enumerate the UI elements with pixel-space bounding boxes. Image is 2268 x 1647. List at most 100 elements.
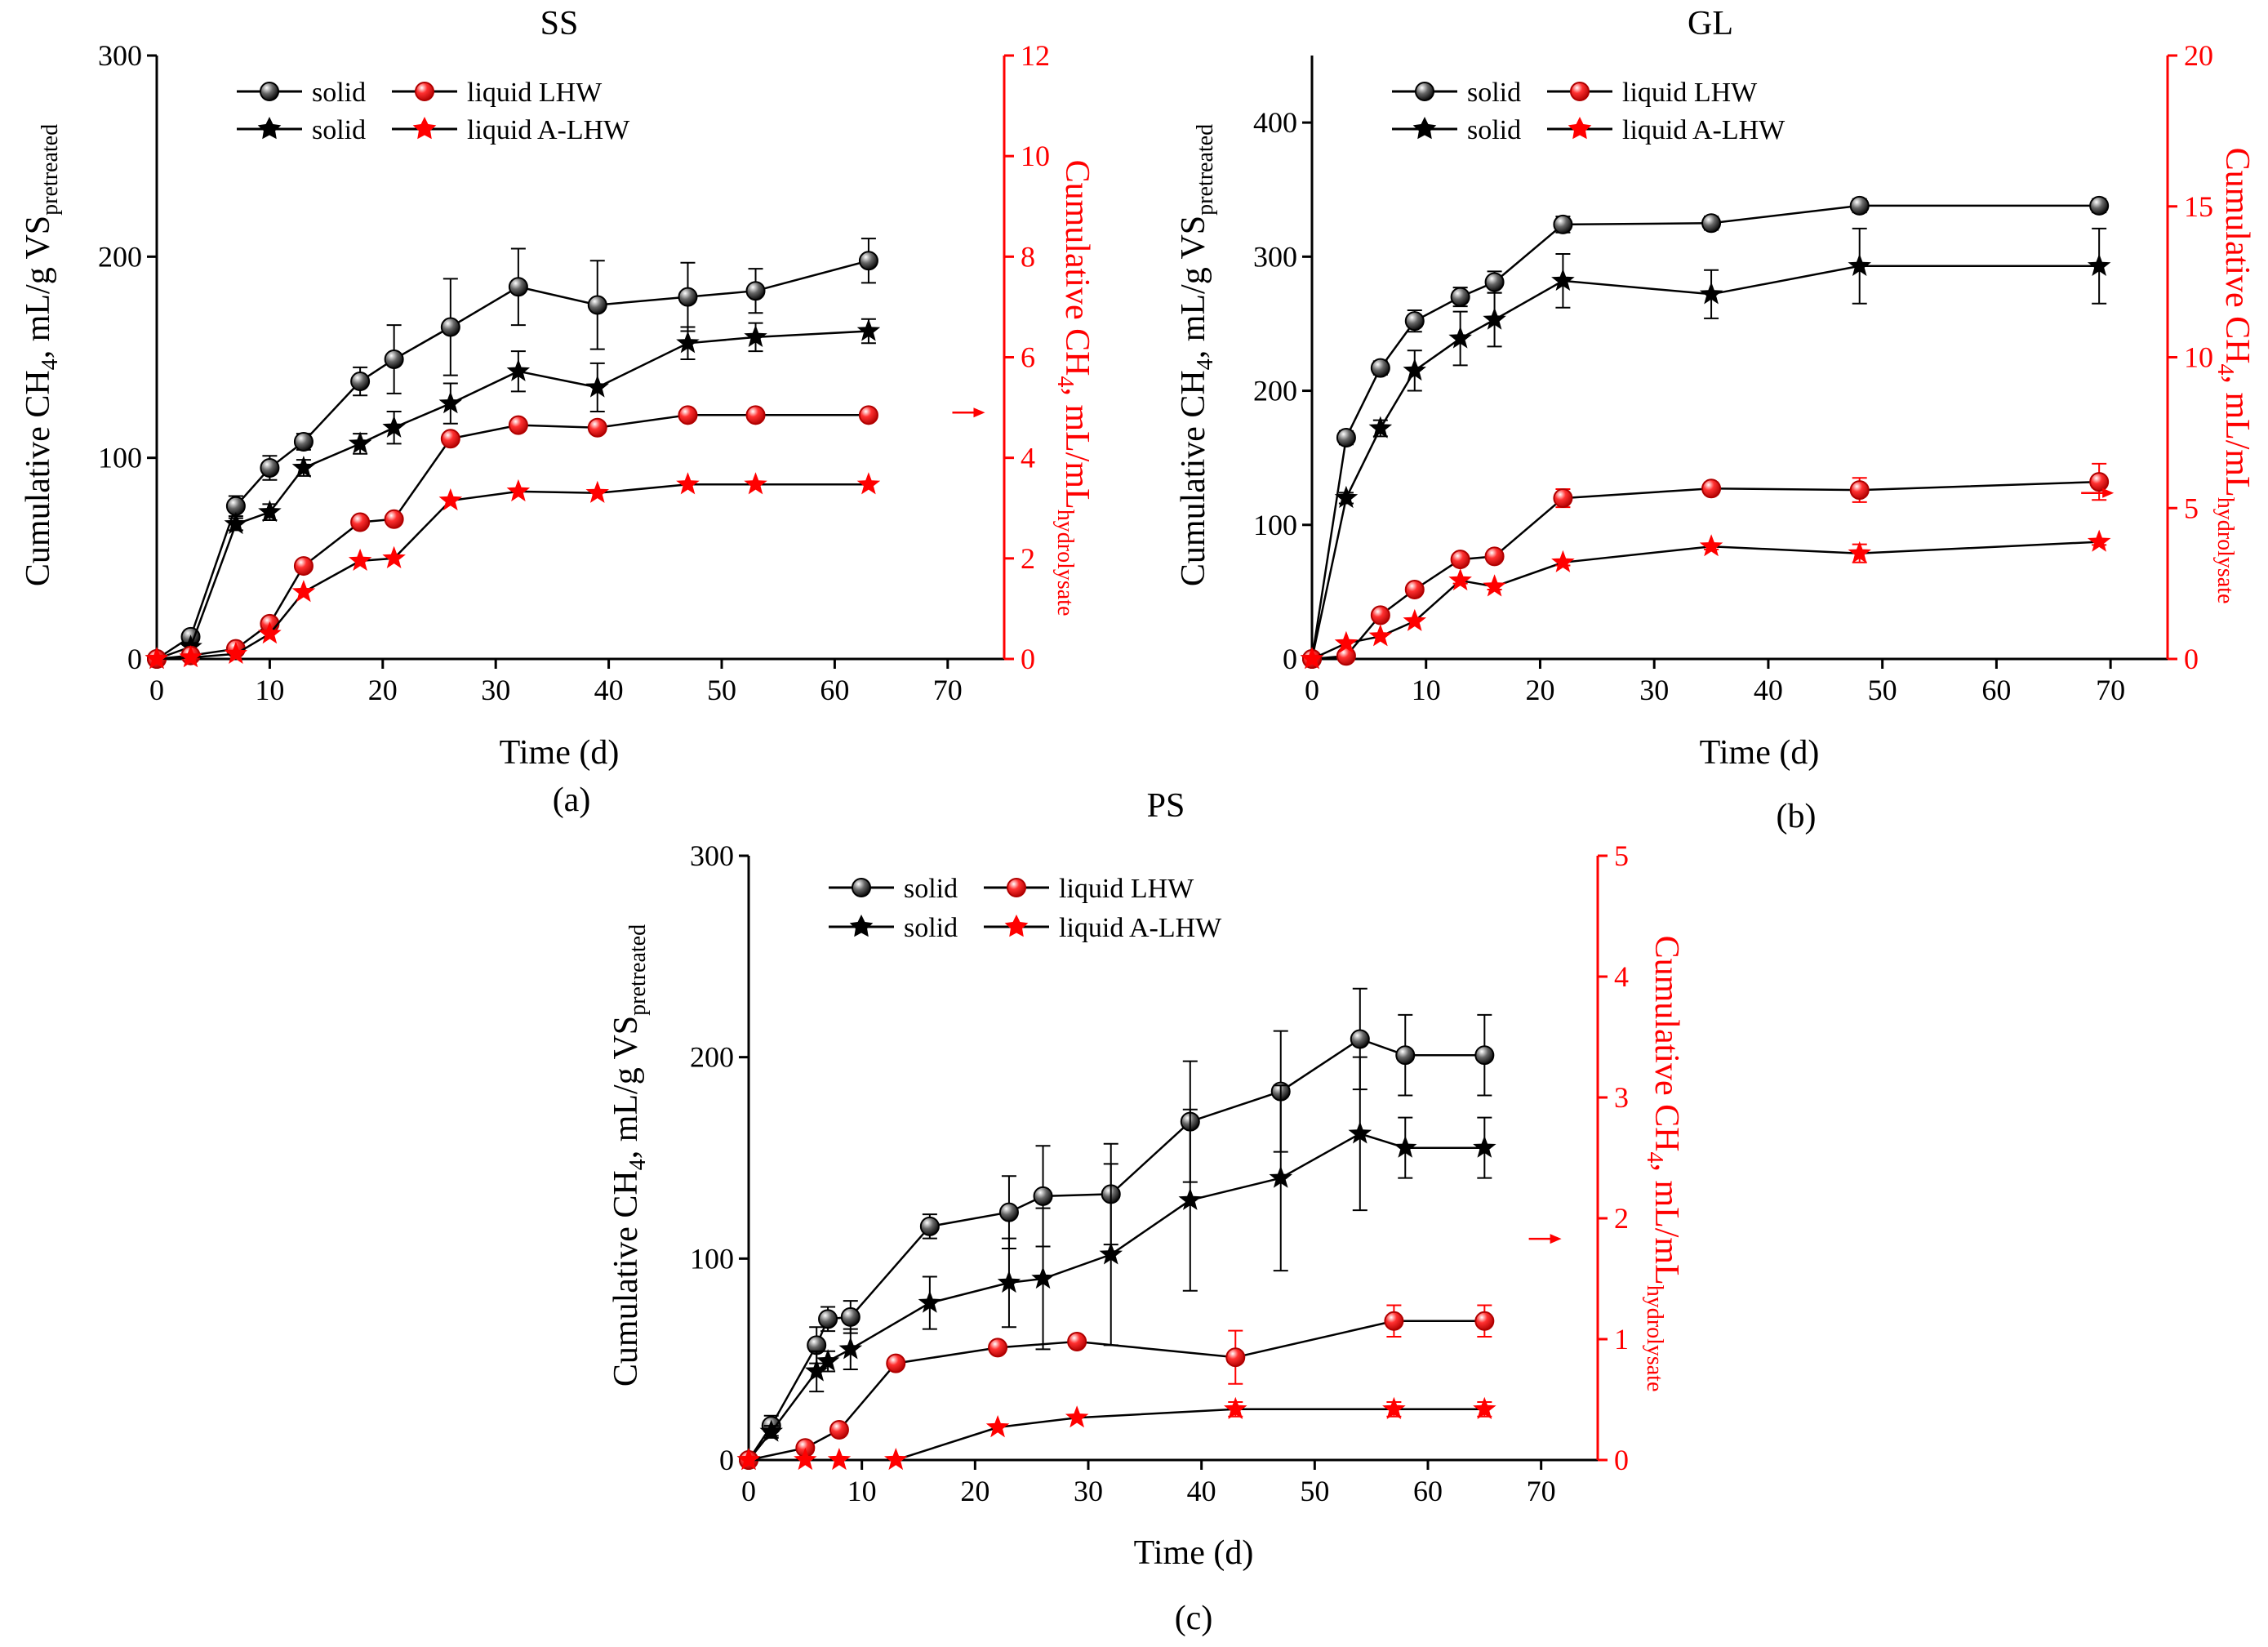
legend-b-lhw-text: liquid LHW xyxy=(1622,78,1758,108)
x-tick-label: 0 xyxy=(741,1475,756,1507)
data-point xyxy=(736,1448,761,1471)
x-tick-label: 20 xyxy=(1525,674,1554,706)
panel-a-ylabel: Cumulative CH4, mL/g VSpretreated xyxy=(20,124,63,586)
data-point xyxy=(440,429,460,449)
data-point xyxy=(840,1306,861,1327)
panel-c-y2label: Cumulative CH4, mL/mLhydrolysate xyxy=(1642,936,1685,1392)
data-point xyxy=(745,281,766,301)
data-point xyxy=(858,405,878,425)
x-tick-label: 10 xyxy=(1412,674,1441,706)
x-tick-label: 20 xyxy=(368,674,398,706)
x-tick-label: 20 xyxy=(960,1475,989,1507)
data-point xyxy=(1334,485,1359,509)
y-tick-label: 400 xyxy=(1253,106,1297,139)
panel-b-xlabel: Time (d) xyxy=(1700,734,1820,772)
legend-b-solid-star-text: solid xyxy=(1467,115,1521,145)
y2-tick-label: 6 xyxy=(1021,341,1035,374)
x-tick-label: 60 xyxy=(1981,674,2011,706)
panel-b-legend: solid solid liquid LHW liquid A-LHW xyxy=(1392,78,1785,145)
data-point xyxy=(1067,1331,1087,1351)
data-point xyxy=(816,1349,840,1372)
x-tick-label: 60 xyxy=(1413,1475,1443,1507)
legend-a-solid-star-text: solid xyxy=(312,115,366,145)
data-point xyxy=(1384,1311,1404,1331)
data-point xyxy=(1553,488,1573,509)
y2-tick-label: 2 xyxy=(1021,542,1035,575)
data-point xyxy=(350,512,371,532)
x-tick-label: 70 xyxy=(2096,674,2125,706)
legend-c-solid-star: solid xyxy=(829,913,958,943)
y2-tick-label: 5 xyxy=(2184,492,2199,524)
x-tick-label: 0 xyxy=(1305,674,1319,706)
panel-a-legend: solid solid liquid LHW liquid A-LHW xyxy=(237,78,630,145)
data-point xyxy=(258,621,282,644)
data-point xyxy=(1483,574,1506,597)
panel-c-label: (c) xyxy=(1175,1600,1213,1637)
y2-tick-label: 1 xyxy=(1614,1323,1629,1355)
y-tick-label: 0 xyxy=(719,1444,734,1476)
panel-a-label: (a) xyxy=(553,781,591,819)
y-tick-label: 200 xyxy=(690,1041,734,1074)
series-line-0 xyxy=(1310,204,2100,660)
data-point xyxy=(506,479,531,502)
data-point xyxy=(985,1415,1010,1438)
y2-tick-label: 8 xyxy=(1021,240,1035,273)
data-point xyxy=(348,548,372,571)
data-point xyxy=(918,1290,942,1313)
data-point xyxy=(886,1353,906,1373)
x-tick-label: 40 xyxy=(1187,1475,1216,1507)
data-point xyxy=(1404,311,1425,332)
data-point xyxy=(585,480,609,503)
data-point xyxy=(1483,307,1506,330)
data-point xyxy=(1404,580,1425,600)
y-tick-label: 200 xyxy=(98,240,142,273)
data-point xyxy=(1336,428,1356,448)
panel-b-title: GL xyxy=(1688,5,1733,42)
data-point xyxy=(678,405,698,425)
panel-a-xlabel: Time (d) xyxy=(500,734,620,772)
data-point xyxy=(384,509,404,529)
panel-b-y2label: Cumulative CH4, mL/mLhydrolysate xyxy=(2212,148,2256,604)
panel-b-ylabel: Cumulative CH4, mL/g VSpretreated xyxy=(1175,124,1218,586)
data-point xyxy=(1099,1242,1123,1265)
series-line-3 xyxy=(1311,541,2100,661)
series-line-2 xyxy=(748,1320,1485,1462)
data-point xyxy=(744,472,767,495)
data-point xyxy=(1450,550,1470,570)
data-point xyxy=(1224,1396,1247,1419)
data-point xyxy=(384,349,404,369)
data-point xyxy=(348,431,372,454)
y2-tick-label: 0 xyxy=(1614,1444,1629,1476)
legend-c-alhw-text: liquid A-LHW xyxy=(1059,913,1222,943)
y2-tick-label: 2 xyxy=(1614,1202,1629,1235)
data-point xyxy=(856,318,881,341)
panel-c-ylabel: Cumulative CH4, mL/g VSpretreated xyxy=(607,924,651,1387)
x-tick-label: 50 xyxy=(1868,674,1897,706)
y2-tick-label: 10 xyxy=(2184,341,2213,374)
data-point xyxy=(224,641,248,664)
y2-tick-label: 20 xyxy=(2184,39,2213,72)
data-point xyxy=(1370,358,1390,378)
data-point xyxy=(829,1420,849,1440)
data-point xyxy=(508,277,528,297)
data-point xyxy=(1448,326,1472,349)
legend-a-solid-sphere-text: solid xyxy=(312,78,366,108)
series-line-1 xyxy=(1310,265,2100,660)
x-tick-label: 50 xyxy=(707,674,736,706)
y2-tick-label: 3 xyxy=(1614,1081,1629,1114)
data-point xyxy=(1553,214,1573,234)
legend-c-solid-star-text: solid xyxy=(904,913,958,943)
data-point xyxy=(1849,195,1870,216)
y-tick-label: 200 xyxy=(1253,375,1297,407)
legend-c-lhw-text: liquid LHW xyxy=(1059,874,1194,904)
y-tick-label: 100 xyxy=(690,1242,734,1275)
data-point xyxy=(1473,1396,1496,1419)
legend-c-solid-sphere: solid xyxy=(829,874,958,904)
data-point xyxy=(293,556,314,576)
y2-tick-label: 4 xyxy=(1021,442,1035,474)
x-tick-label: 70 xyxy=(933,674,963,706)
data-point xyxy=(1269,1165,1292,1188)
data-point xyxy=(1350,1029,1370,1049)
data-point xyxy=(145,647,169,670)
data-point xyxy=(438,391,463,414)
